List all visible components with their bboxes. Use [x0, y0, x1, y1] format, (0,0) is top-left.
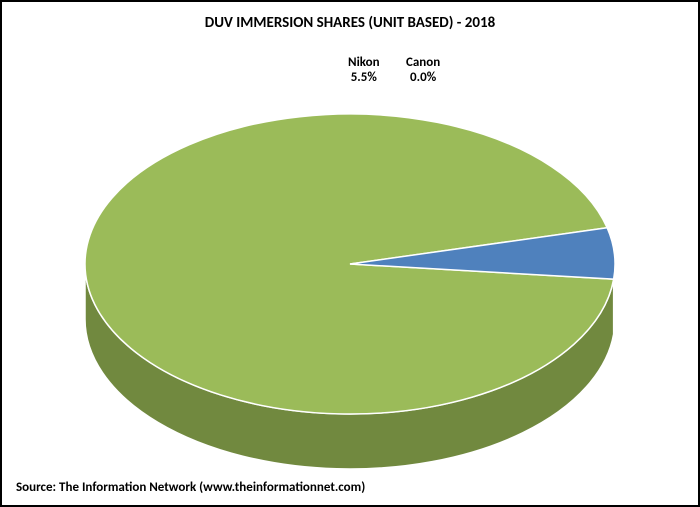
label-canon-value: 0.0%	[406, 71, 440, 86]
pie-chart	[83, 112, 617, 471]
label-nikon-value: 5.5%	[348, 71, 380, 86]
label-canon: Canon 0.0%	[406, 56, 440, 86]
chart-frame: DUV IMMERSION SHARES (UNIT BASED) - 2018…	[0, 0, 700, 507]
label-canon-name: Canon	[406, 56, 440, 71]
label-nikon-name: Nikon	[348, 56, 380, 71]
chart-title: DUV IMMERSION SHARES (UNIT BASED) - 2018	[2, 14, 698, 32]
source-text: Source: The Information Network (www.the…	[16, 480, 365, 495]
label-nikon: Nikon 5.5%	[348, 56, 380, 86]
